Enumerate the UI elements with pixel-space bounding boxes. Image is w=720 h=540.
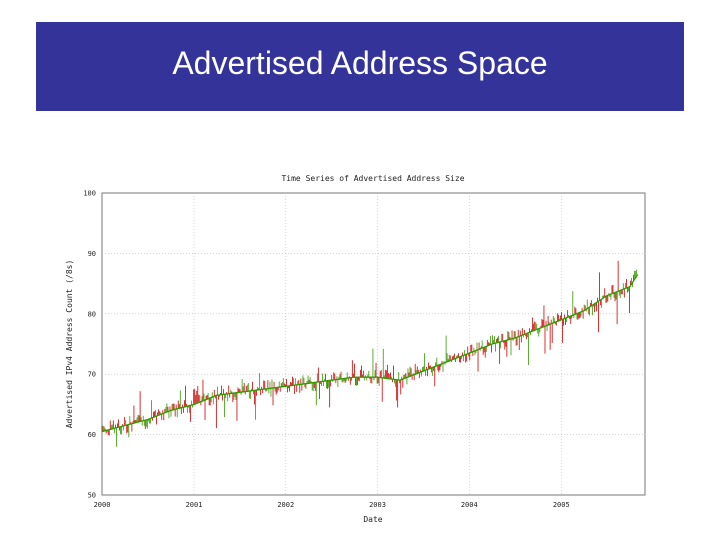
y-tick-labels: 50 60 70 80 90 100	[83, 190, 96, 500]
plot-frame	[101, 192, 646, 496]
y-tick-label: 100	[83, 190, 96, 198]
x-tick-label: 2002	[277, 501, 294, 509]
y-tick-label: 60	[88, 431, 96, 439]
x-tick-label: 2001	[186, 501, 203, 509]
x-tick-label: 2000	[94, 501, 111, 509]
y-tick-label: 70	[88, 371, 96, 379]
x-tick-label: 2003	[369, 501, 386, 509]
series-line	[101, 274, 639, 433]
x-axis-title: Date	[363, 515, 382, 524]
x-tick-labels: 2000 2001 2002 2003 2004 2005	[94, 501, 570, 509]
x-tick-label: 2005	[553, 501, 570, 509]
chart-title: Time Series of Advertised Address Size	[281, 174, 464, 183]
y-tick-label: 90	[88, 250, 96, 258]
y-tick-label: 50	[88, 492, 96, 500]
slide-title-banner: Advertised Address Space	[36, 22, 684, 111]
noise-series	[101, 260, 638, 447]
x-tick-label: 2004	[461, 501, 478, 509]
y-axis-title: Advertised IPv4 Address Count (/8s)	[65, 260, 74, 429]
y-tick-label: 80	[88, 310, 96, 318]
grid-lines	[102, 193, 645, 495]
slide-title: Advertised Address Space	[172, 45, 548, 81]
